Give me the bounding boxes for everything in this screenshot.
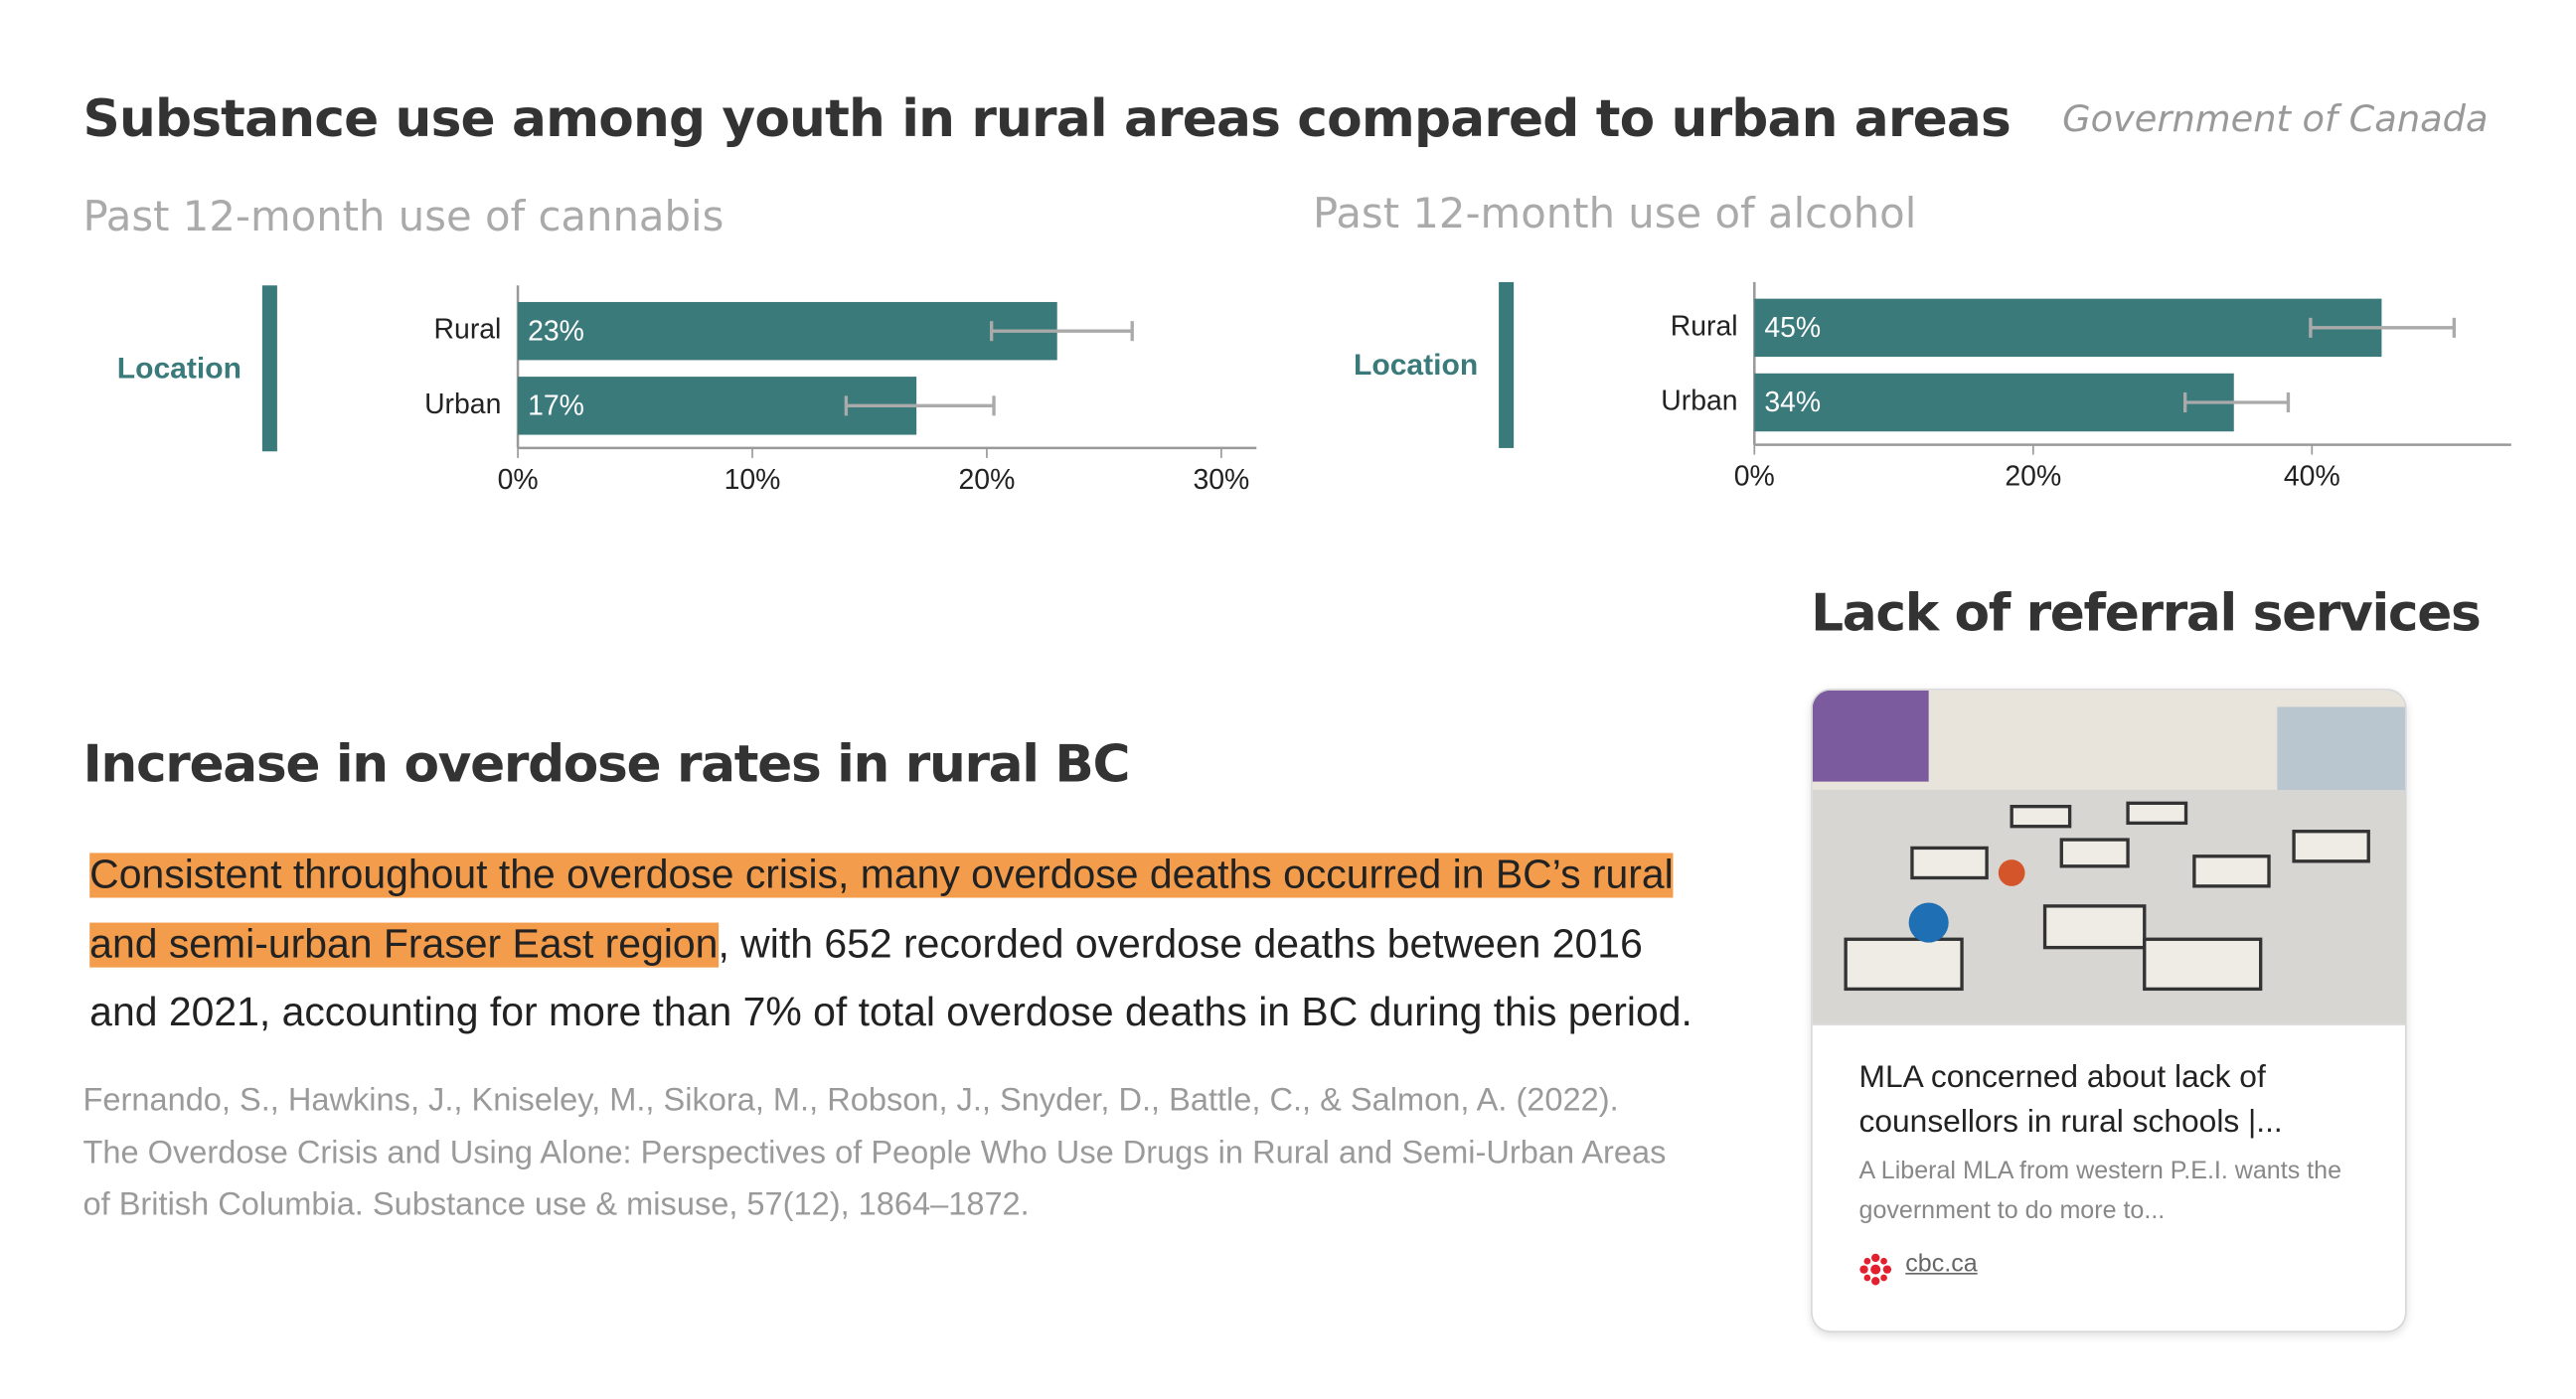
- source: Government of Canada: [2062, 99, 2489, 141]
- x-tick-label: 30%: [1193, 464, 1249, 496]
- x-tick-label: 20%: [959, 464, 1016, 496]
- error-bar: [989, 321, 1134, 342]
- y-tick-label: Rural: [1671, 310, 1738, 342]
- bar: [1754, 373, 2234, 432]
- card-headline: MLA concerned about lack of counsellors …: [1858, 1060, 2283, 1141]
- section-title: Increase in overdose rates in rural BC: [82, 734, 1131, 795]
- paragraph: Consistent throughout the overdose crisi…: [89, 842, 1707, 1048]
- favicon: [1859, 1253, 1892, 1286]
- charts: Location 0% 10% 20% 30% Rural 23% Urban 17% Locat…: [117, 281, 2511, 496]
- bar: [518, 301, 1057, 361]
- chart-title: Past 12-month use of alcohol: [1313, 189, 1917, 237]
- citation: Fernando, S., Hawkins, J., Kniseley, M.,…: [82, 1081, 1667, 1223]
- bar: [1754, 298, 2382, 358]
- value-label: 23%: [528, 315, 584, 347]
- y-tick-label: Urban: [1661, 385, 1737, 416]
- x-tick-label: 40%: [2284, 460, 2340, 492]
- error-bar: [2183, 391, 2291, 413]
- x-tick-label: 0%: [1734, 460, 1775, 492]
- x-tick-label: 20%: [2005, 460, 2061, 492]
- card-domain[interactable]: cbc.ca: [1905, 1249, 1978, 1278]
- section-title: Lack of referral services: [1811, 583, 2482, 644]
- value-label: 34%: [1764, 387, 1821, 418]
- y-axis-bracket: [1499, 281, 1515, 448]
- slide-title: Substance use among youth in rural areas…: [82, 89, 2012, 150]
- y-axis-title: Location: [117, 352, 242, 385]
- value-label: 45%: [1764, 312, 1821, 344]
- card-description: A Liberal MLA from western P.E.I. wants …: [1858, 1157, 2342, 1225]
- x-tick-label: 10%: [724, 464, 781, 496]
- y-axis-title: Location: [1354, 349, 1478, 382]
- y-tick-label: Rural: [434, 314, 502, 346]
- card-image: [1812, 690, 2405, 1026]
- y-axis-bracket: [261, 285, 277, 452]
- chart-title: Past 12-month use of cannabis: [82, 192, 724, 241]
- link-card[interactable]: MLA concerned about lack of counsellors …: [1811, 689, 2407, 1333]
- x-tick-label: 0%: [498, 464, 539, 496]
- error-bar: [844, 395, 996, 416]
- paragraph-text: , with 652 recorded overdose deaths betw…: [89, 921, 1692, 1036]
- error-bar: [2309, 317, 2457, 338]
- value-label: 17%: [528, 390, 584, 422]
- y-tick-label: Urban: [424, 389, 501, 420]
